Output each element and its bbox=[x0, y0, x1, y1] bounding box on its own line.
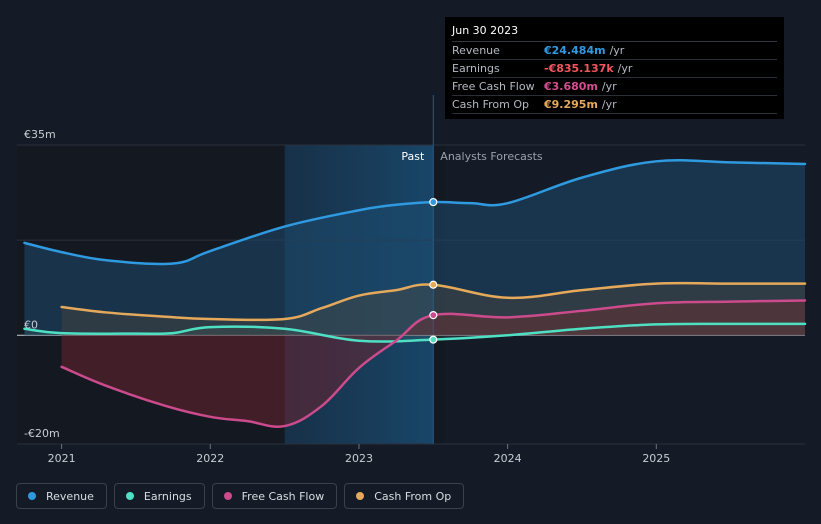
series-line bbox=[60, 281, 807, 322]
past-label: Past bbox=[401, 150, 425, 163]
tooltip-row-earnings: Earnings -€835.137k /yr bbox=[452, 60, 777, 78]
tooltip-row-revenue: Revenue €24.484m /yr bbox=[452, 42, 777, 60]
forecast-label: Analysts Forecasts bbox=[440, 150, 543, 163]
tooltip-markers bbox=[429, 197, 438, 344]
x-tick-label: 2023 bbox=[345, 452, 373, 465]
tooltip-date: Jun 30 2023 bbox=[452, 23, 777, 42]
legend-item-cash-from-op[interactable]: Cash From Op bbox=[344, 483, 465, 509]
y-axis-labels: €35m €0 -€20m bbox=[24, 128, 60, 440]
series-marker bbox=[429, 280, 438, 289]
tooltip-label: Cash From Op bbox=[452, 98, 530, 111]
tooltip-unit: /yr bbox=[609, 44, 625, 57]
tooltip-unit: /yr bbox=[601, 80, 617, 93]
tooltip-unit: /yr bbox=[601, 98, 617, 111]
legend-item-earnings[interactable]: Earnings bbox=[113, 483, 205, 509]
series-marker bbox=[429, 335, 438, 344]
x-tick-label: 2025 bbox=[642, 452, 670, 465]
x-tick-label: 2021 bbox=[48, 452, 76, 465]
series-area bbox=[24, 160, 806, 336]
tooltip-label: Revenue bbox=[452, 44, 500, 57]
series-line bbox=[60, 299, 807, 428]
tooltip: Jun 30 2023 Revenue €24.484m /yr Earning… bbox=[445, 17, 784, 119]
tooltip-value: €24.484m bbox=[544, 44, 606, 57]
free-cash-flow-dot-icon bbox=[223, 492, 232, 500]
tooltip-value: €9.295m bbox=[544, 98, 598, 111]
y-tick-label: -€20m bbox=[24, 427, 60, 440]
x-tick-label: 2022 bbox=[196, 452, 224, 465]
legend-item-revenue[interactable]: Revenue bbox=[16, 483, 107, 509]
tooltip-value: €3.680m bbox=[544, 80, 598, 93]
legend-label: Earnings bbox=[143, 489, 192, 503]
y-tick-label: €0 bbox=[24, 318, 38, 331]
series-line bbox=[23, 322, 807, 343]
y-tick-label: €35m bbox=[24, 128, 56, 141]
tooltip-value: -€835.137k bbox=[544, 62, 614, 75]
x-axis-labels: 2021 2022 2023 2024 2025 bbox=[48, 444, 670, 465]
legend-label: Free Cash Flow bbox=[241, 489, 325, 503]
tooltip-label: Free Cash Flow bbox=[452, 80, 535, 93]
tooltip-row-cash-from-op: Cash From Op €9.295m /yr bbox=[452, 96, 777, 114]
series-marker bbox=[429, 311, 438, 320]
series-lines bbox=[23, 159, 807, 428]
tooltip-unit: /yr bbox=[617, 62, 633, 75]
cash-from-op-dot-icon bbox=[356, 492, 365, 500]
tooltip-row-free-cash-flow: Free Cash Flow €3.680m /yr bbox=[452, 78, 777, 96]
legend-label: Cash From Op bbox=[374, 489, 452, 503]
series-line bbox=[23, 159, 807, 266]
earnings-dot-icon bbox=[125, 492, 134, 500]
legend-label: Revenue bbox=[46, 489, 94, 503]
series-area bbox=[61, 300, 806, 427]
revenue-dot-icon bbox=[28, 492, 36, 500]
series-marker bbox=[429, 197, 438, 207]
legend-item-free-cash-flow[interactable]: Free Cash Flow bbox=[211, 483, 338, 509]
x-tick-label: 2024 bbox=[494, 452, 522, 465]
legend: Revenue Earnings Free Cash Flow Cash Fro… bbox=[16, 483, 465, 509]
tooltip-label: Earnings bbox=[452, 62, 500, 75]
